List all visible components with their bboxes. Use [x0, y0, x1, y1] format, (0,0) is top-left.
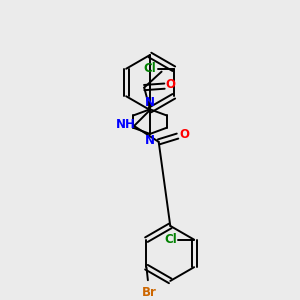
Text: Cl: Cl: [164, 233, 177, 246]
Text: Cl: Cl: [144, 62, 157, 75]
Text: NH: NH: [116, 118, 136, 131]
Text: O: O: [179, 128, 189, 141]
Text: N: N: [145, 96, 155, 110]
Text: Br: Br: [142, 286, 157, 299]
Text: O: O: [165, 78, 175, 91]
Text: N: N: [145, 134, 155, 147]
